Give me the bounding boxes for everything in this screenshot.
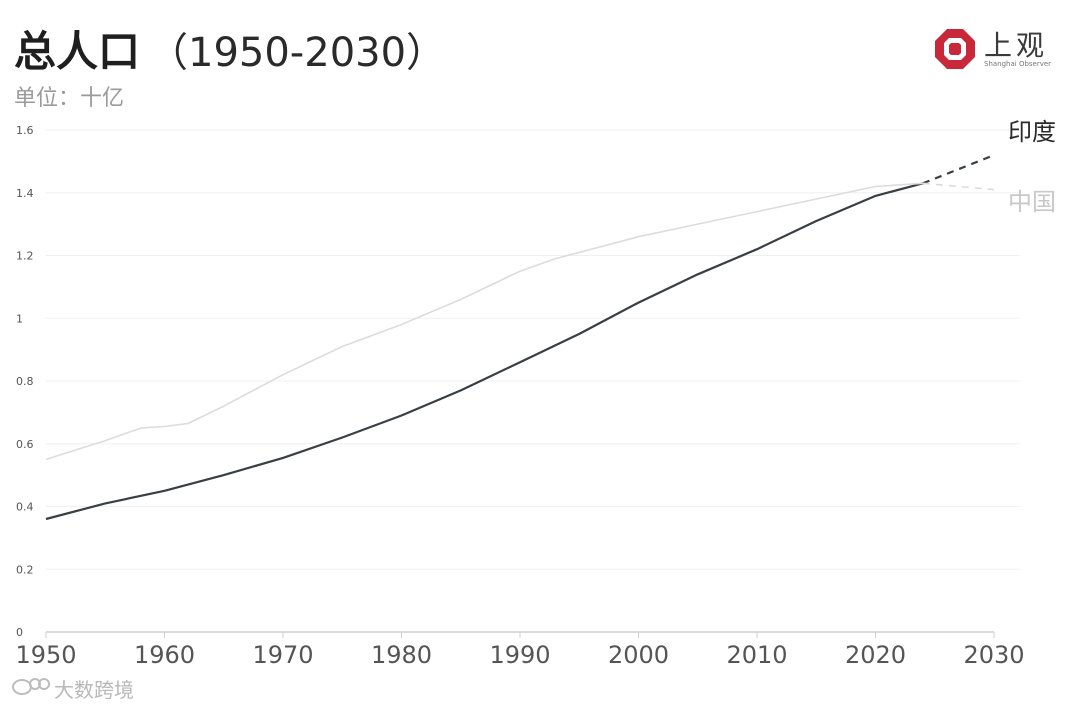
- y-tick-label: 0: [16, 626, 23, 639]
- chart-title-main: 总人口: [14, 27, 141, 76]
- logo-text: 上观: [984, 29, 1049, 62]
- x-tick-label: 2020: [845, 641, 906, 669]
- watermark-text: 大数跨境: [54, 678, 134, 702]
- shanghai-observer-logo: 上观 Shanghai Observer: [932, 26, 1062, 72]
- logo-subtext: Shanghai Observer: [984, 60, 1052, 68]
- y-tick-label: 0.8: [16, 375, 34, 388]
- series-projection-line: [922, 182, 995, 191]
- y-tick-label: 0.2: [16, 563, 34, 576]
- y-tick-label: 1: [16, 312, 23, 325]
- weibo-icon: [12, 678, 50, 695]
- legend-label: 中国: [1008, 188, 1056, 216]
- x-tick-label: 1960: [134, 641, 195, 669]
- series-line: [45, 182, 924, 521]
- y-tick-label: 0.4: [16, 501, 34, 514]
- y-tick-label: 1.2: [16, 250, 34, 263]
- x-tick-label: 2010: [726, 641, 787, 669]
- logo-emblem-icon: [935, 29, 975, 69]
- y-tick-label: 1.6: [16, 124, 34, 137]
- x-tick-label: 1990: [489, 641, 550, 669]
- y-tick-label: 0.6: [16, 438, 34, 451]
- legend-label: 印度: [1008, 118, 1056, 146]
- x-tick-label: 1950: [15, 641, 76, 669]
- watermark: 大数跨境: [10, 672, 150, 702]
- x-tick-label: 1970: [252, 641, 313, 669]
- series-line: [45, 182, 923, 461]
- chart-title: 总人口 （1950-2030）: [14, 18, 446, 79]
- x-tick-label: 1980: [371, 641, 432, 669]
- chart-title-range: （1950-2030）: [148, 30, 447, 76]
- unit-label: 单位：十亿: [14, 86, 125, 111]
- x-tick-label: 2000: [608, 641, 669, 669]
- x-tick-label: 2030: [963, 641, 1024, 669]
- y-tick-label: 1.4: [16, 187, 34, 200]
- series-projection-line: [922, 154, 995, 185]
